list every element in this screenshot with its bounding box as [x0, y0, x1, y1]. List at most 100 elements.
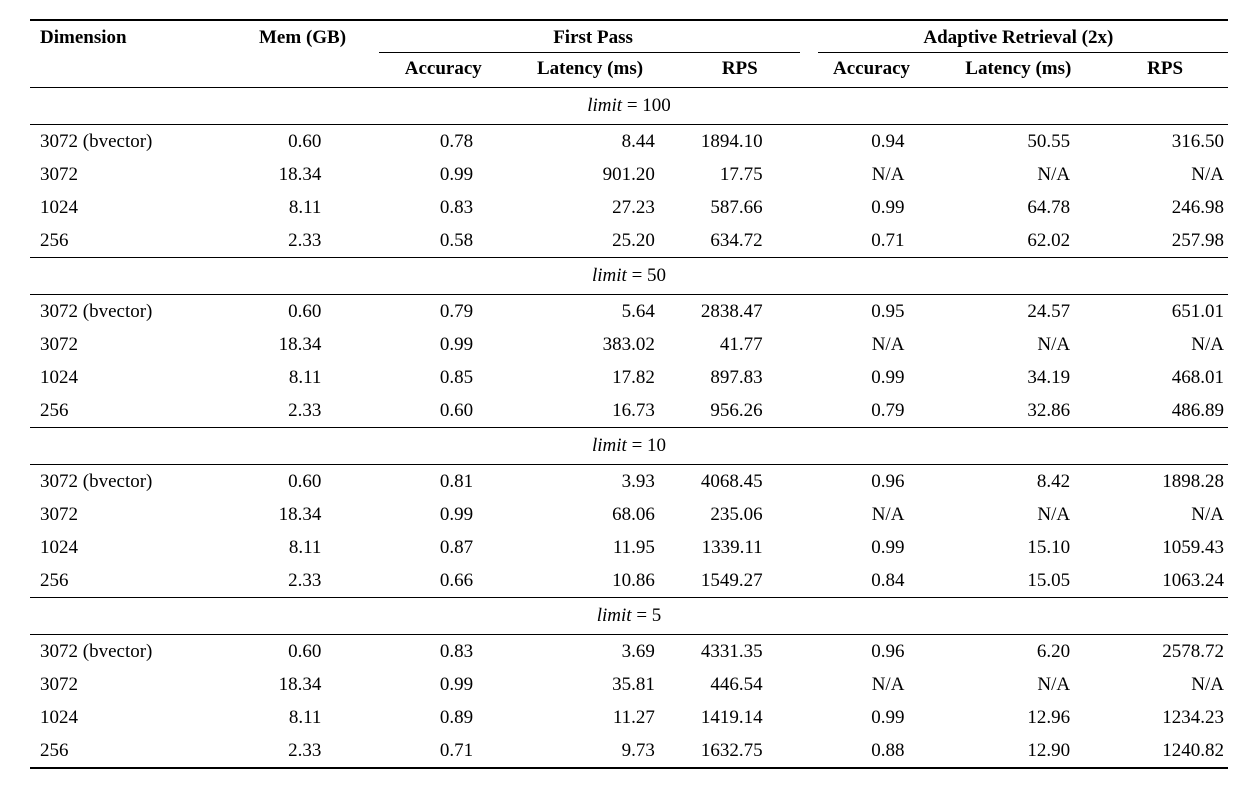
table-cell: 1632.75 — [700, 739, 763, 761]
table-cell: 316.50 — [1171, 130, 1224, 152]
table-cell: N/A — [871, 673, 905, 695]
table-cell: 15.05 — [1027, 569, 1071, 591]
table-cell: 634.72 — [710, 229, 763, 251]
table-cell: 18.34 — [278, 673, 322, 695]
table-row: 256 2.33 0.66 10.86 1549.27 0.84 15.05 1063.24 — [30, 564, 1228, 598]
table-cell: 0.83 — [439, 640, 474, 662]
table-cell: 0.99 — [439, 673, 474, 695]
table-cell: 24.57 — [1027, 300, 1071, 322]
section-limit-label: limit = 10 — [30, 427, 1228, 465]
table-cell: 587.66 — [710, 196, 763, 218]
row-label: 1024 — [40, 536, 78, 558]
table-cell: 0.79 — [871, 399, 905, 421]
table-cell: 257.98 — [1171, 229, 1224, 251]
table-cell: 0.99 — [439, 333, 474, 355]
section-limit-label: limit = 50 — [30, 257, 1228, 295]
table-cell: 0.60 — [288, 640, 322, 662]
table-cell: 17.75 — [719, 163, 763, 185]
table-cell: 1063.24 — [1162, 569, 1224, 591]
table-cell: 1419.14 — [700, 706, 763, 728]
col-header-latency-first-pass: Latency (ms) — [509, 53, 671, 88]
table-row: 1024 8.11 0.83 27.23 587.66 0.99 64.78 246.98 — [30, 191, 1228, 224]
row-label: 1024 — [40, 196, 78, 218]
table-row: 256 2.33 0.58 25.20 634.72 0.71 62.02 257.98 — [30, 224, 1228, 258]
table-cell: 246.98 — [1171, 196, 1224, 218]
table-cell: 15.10 — [1027, 536, 1071, 558]
limit-value: = 50 — [626, 265, 667, 286]
table-cell: 0.60 — [288, 470, 322, 492]
table-cell: 2578.72 — [1162, 640, 1224, 662]
table-cell: 12.90 — [1027, 739, 1071, 761]
table-cell: N/A — [1037, 333, 1071, 355]
col-header-latency-adaptive: Latency (ms) — [934, 53, 1103, 88]
table-cell: 8.11 — [288, 196, 322, 218]
table-cell: 8.11 — [288, 366, 322, 388]
row-label: 3072 — [40, 163, 78, 185]
table-cell: 235.06 — [710, 503, 763, 525]
table-cell: 0.58 — [439, 229, 474, 251]
table-row: 3072 (bvector) 0.60 0.78 8.44 1894.10 0.94 50.… — [30, 125, 1228, 159]
table-cell: 16.73 — [612, 399, 655, 421]
table-cell: 0.99 — [871, 706, 905, 728]
table-cell: 11.27 — [612, 706, 655, 728]
table-row: 256 2.33 0.60 16.73 956.26 0.79 32.86 486.89 — [30, 394, 1228, 428]
table-cell: 1059.43 — [1162, 536, 1224, 558]
row-label: 3072 — [40, 333, 78, 355]
section-limit-label: limit = 100 — [30, 87, 1228, 125]
limit-value: = 5 — [631, 605, 662, 626]
table-cell: 651.01 — [1171, 300, 1224, 322]
row-label: 3072 (bvector) — [40, 470, 153, 492]
table-cell: 3.93 — [621, 470, 655, 492]
col-header-rps-first-pass: RPS — [670, 53, 809, 88]
table-row: 3072 18.34 0.99 68.06 235.06 N/A N/A N/A — [30, 498, 1228, 531]
table-cell: 2.33 — [288, 229, 322, 251]
row-label: 3072 — [40, 673, 78, 695]
table-cell: 0.99 — [439, 503, 474, 525]
table-cell: 25.20 — [612, 229, 655, 251]
table-cell: 0.83 — [439, 196, 474, 218]
table-cell: 0.85 — [439, 366, 474, 388]
section-header-row: limit = 100 — [30, 87, 1228, 125]
table-cell: 1234.23 — [1162, 706, 1224, 728]
group-header-row: Dimension Mem (GB) First Pass Adaptive R… — [30, 20, 1229, 88]
table-cell: 18.34 — [278, 503, 322, 525]
table-cell: 8.11 — [288, 536, 322, 558]
col-group-adaptive-retrieval: Adaptive Retrieval (2x) — [809, 20, 1229, 53]
limit-variable: limit — [587, 95, 623, 116]
section-header-row: limit = 10 — [30, 427, 1228, 465]
table-cell: 1339.11 — [701, 536, 763, 558]
table-cell: 4331.35 — [700, 640, 763, 662]
table-cell: 6.20 — [1036, 640, 1071, 662]
row-label: 1024 — [40, 366, 78, 388]
table-row: 1024 8.11 0.89 11.27 1419.14 0.99 12.96 1234.23 — [30, 701, 1228, 734]
table-cell: N/A — [871, 333, 905, 355]
table-cell: 0.95 — [871, 300, 905, 322]
table-cell: 446.54 — [710, 673, 763, 695]
table-cell: 0.89 — [439, 706, 474, 728]
table-cell: 27.23 — [612, 196, 655, 218]
table-cell: 18.34 — [278, 163, 322, 185]
table-cell: 2.33 — [288, 569, 322, 591]
table-row: 3072 18.34 0.99 383.02 41.77 N/A N/A N/A — [30, 328, 1228, 361]
row-label: 256 — [40, 229, 69, 251]
table-cell: 468.01 — [1171, 366, 1224, 388]
results-table: Dimension Mem (GB) First Pass Adaptive R… — [30, 19, 1229, 769]
limit-variable: limit — [591, 265, 627, 286]
table-cell: 4068.45 — [700, 470, 763, 492]
section-header-row: limit = 5 — [30, 597, 1228, 635]
table-row: 3072 (bvector) 0.60 0.81 3.93 4068.45 0.96 8.4… — [30, 465, 1228, 499]
table-cell: N/A — [1037, 673, 1071, 695]
table-cell: 2.33 — [288, 399, 322, 421]
table-cell: 1549.27 — [700, 569, 763, 591]
table-cell: 2838.47 — [700, 300, 763, 322]
table-cell: 3.69 — [621, 640, 655, 662]
table-cell: 0.81 — [439, 470, 474, 492]
table-cell: 0.71 — [871, 229, 905, 251]
table-cell: 1898.28 — [1162, 470, 1224, 492]
table-cell: 34.19 — [1027, 366, 1071, 388]
table-cell: 35.81 — [612, 673, 655, 695]
table-cell: 68.06 — [612, 503, 655, 525]
table-cell: 1894.10 — [700, 130, 763, 152]
table-cell: N/A — [871, 163, 905, 185]
table-cell: 62.02 — [1027, 229, 1071, 251]
